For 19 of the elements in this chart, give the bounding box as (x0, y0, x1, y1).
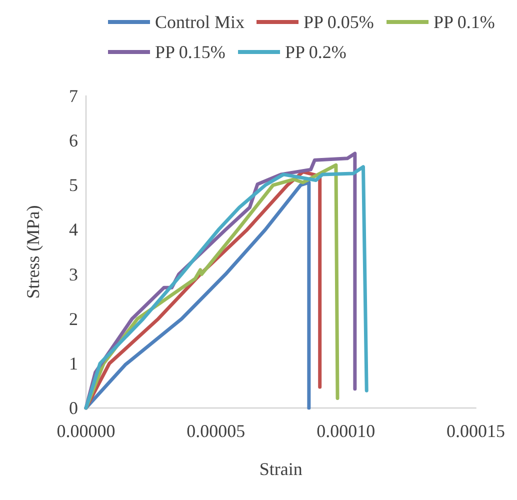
y-tick-label: 5 (69, 175, 78, 196)
y-tick-label: 0 (69, 398, 78, 418)
x-tick-label: 0.00015 (446, 421, 505, 441)
y-tick-label: 6 (69, 130, 78, 151)
legend-label: PP 0.1% (434, 12, 495, 32)
legend-label: Control Mix (155, 12, 245, 32)
x-tick-label: 0.00010 (316, 421, 376, 441)
x-tick-label: 0.00005 (186, 421, 246, 441)
y-tick-label: 4 (69, 220, 78, 240)
legend-label: PP 0.15% (155, 42, 226, 62)
y-tick-label: 7 (69, 86, 78, 106)
x-axis-title: Strain (259, 459, 302, 479)
y-tick-label: 1 (69, 353, 78, 374)
y-tick-label: 3 (69, 264, 78, 284)
y-axis-title: Stress (MPa) (23, 205, 43, 299)
y-tick-label: 2 (69, 308, 78, 329)
legend-label: PP 0.2% (285, 42, 346, 62)
legend-label: PP 0.05% (304, 12, 374, 32)
x-tick-label: 0.00000 (56, 421, 116, 441)
